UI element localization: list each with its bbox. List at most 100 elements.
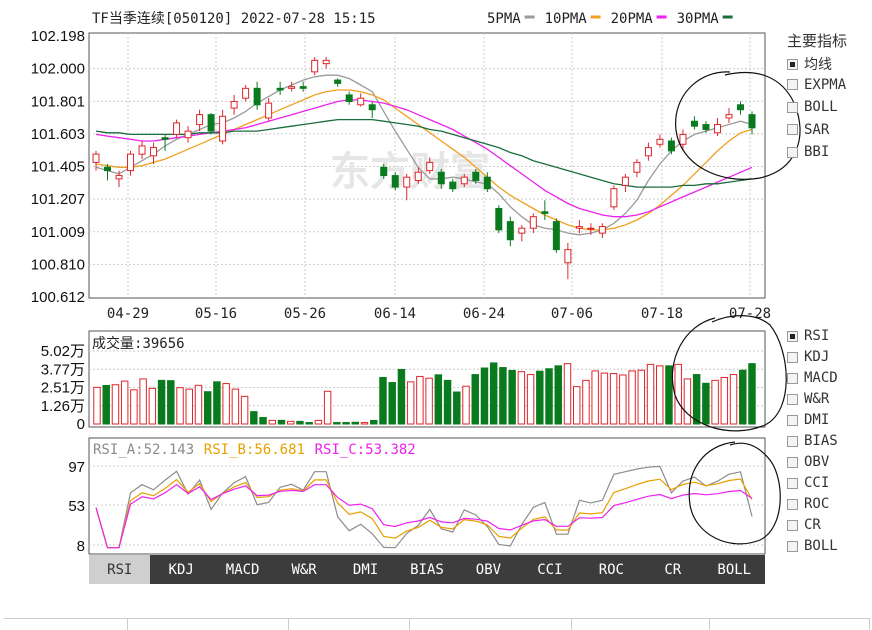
main-indicator-1[interactable]: EXPMA <box>787 77 846 93</box>
tab-rsi[interactable]: RSI <box>89 555 151 584</box>
checkbox[interactable] <box>787 435 798 447</box>
hand-circle-volume <box>671 315 787 432</box>
price-tick-label: 100.810 <box>31 256 85 273</box>
volume-bar <box>462 385 470 425</box>
volume-bar <box>185 388 193 425</box>
tab-macd[interactable]: MACD <box>225 561 260 578</box>
volume-bar <box>213 381 221 425</box>
checkbox[interactable] <box>787 351 798 363</box>
sub-indicator-roc[interactable]: ROC <box>787 496 829 512</box>
sub-indicator-rsi[interactable]: RSI <box>787 328 829 344</box>
volume-bar <box>554 365 562 425</box>
sub-indicator-macd[interactable]: MACD <box>787 370 838 386</box>
tab-wr[interactable]: W&R <box>291 561 317 578</box>
date-tick-label: 07-06 <box>551 306 593 322</box>
tab-dmi[interactable]: DMI <box>352 561 379 578</box>
checkbox[interactable] <box>787 146 798 158</box>
sub-indicator-cr[interactable]: CR <box>787 517 821 533</box>
candle-body <box>299 86 307 89</box>
sub-indicator-kdj[interactable]: KDJ <box>787 349 829 365</box>
tab-bias[interactable]: BIAS <box>410 561 444 578</box>
volume-bar <box>333 422 341 425</box>
candle-body <box>564 249 572 264</box>
candle <box>690 116 698 130</box>
main-indicator-4[interactable]: BBI <box>787 144 829 160</box>
checkbox[interactable] <box>787 498 798 510</box>
volume-bar <box>646 363 655 425</box>
sub-indicator-wr[interactable]: W&R <box>787 391 829 407</box>
hand-circle-rsi <box>688 441 781 545</box>
candle-body <box>196 114 204 126</box>
candle-body <box>460 176 468 185</box>
tab-boll[interactable]: BOLL <box>717 561 752 578</box>
candle-body <box>633 161 641 173</box>
sub-indicator-boll[interactable]: BOLL <box>787 538 838 554</box>
candle-body <box>345 94 353 102</box>
rsi-tick-label: 8 <box>77 538 85 555</box>
tab-kdj[interactable]: KDJ <box>168 561 194 578</box>
price-tick-label: 101.207 <box>31 191 85 208</box>
volume-bar <box>176 387 184 425</box>
main-indicator-2[interactable]: BOLL <box>787 99 838 115</box>
checkbox[interactable] <box>787 540 798 552</box>
sub-indicator-label: DMI <box>804 412 830 428</box>
candle <box>357 93 365 107</box>
candle <box>380 164 388 179</box>
sub-indicator-dmi[interactable]: DMI <box>787 412 829 428</box>
checkbox[interactable] <box>787 414 798 426</box>
candle <box>679 129 687 151</box>
main-indicator-3[interactable]: SAR <box>787 122 829 138</box>
volume-bar <box>582 379 590 425</box>
candle <box>656 134 664 148</box>
candle <box>495 205 503 234</box>
checkbox[interactable] <box>787 58 798 70</box>
checkbox[interactable] <box>787 393 798 405</box>
volume-bar <box>489 362 498 425</box>
checkbox[interactable] <box>787 477 798 489</box>
candle-body <box>541 211 549 214</box>
checkbox[interactable] <box>787 330 798 342</box>
candle <box>276 81 284 95</box>
tab-cci[interactable]: CCI <box>537 561 563 578</box>
candle-body <box>184 130 192 139</box>
sub-indicator-label: CCI <box>804 475 830 491</box>
candle <box>92 150 100 171</box>
volume-bar <box>93 386 101 425</box>
price-tick-label: 101.603 <box>31 126 85 143</box>
volume-bar <box>222 383 230 425</box>
ma-legend: 5PMA 10PMA 20PMA 30PMA <box>487 11 733 27</box>
price-tick-label: 102.000 <box>31 61 85 78</box>
sub-indicator-label: CR <box>804 517 821 533</box>
candle-body <box>598 226 606 234</box>
candle <box>621 173 629 193</box>
main-indicator-label: EXPMA <box>804 76 847 93</box>
volume-bar <box>360 422 369 425</box>
sub-indicator-bias[interactable]: BIAS <box>787 433 838 449</box>
candle <box>265 98 273 122</box>
candle-body <box>610 188 618 208</box>
checkbox[interactable] <box>787 372 798 384</box>
rsi-label: RSI_C:53.382 <box>315 442 416 458</box>
tab-obv[interactable]: OBV <box>475 561 502 578</box>
volume-bar <box>619 374 627 425</box>
sub-indicator-obv[interactable]: OBV <box>787 454 829 470</box>
main-indicator-0[interactable]: 均线 <box>787 54 832 74</box>
volume-bar <box>471 374 479 425</box>
checkbox[interactable] <box>787 79 798 90</box>
volume-bar <box>102 384 110 425</box>
checkbox[interactable] <box>787 519 798 531</box>
checkbox[interactable] <box>787 124 798 135</box>
tab-roc[interactable]: ROC <box>598 561 624 578</box>
volume-bar <box>526 374 535 425</box>
candle-body <box>449 181 457 190</box>
checkbox[interactable] <box>787 456 798 468</box>
tab-cr[interactable]: CR <box>664 561 682 578</box>
candle-body <box>725 114 733 119</box>
date-tick-label: 05-26 <box>284 306 326 322</box>
sub-indicator-cci[interactable]: CCI <box>787 475 829 491</box>
price-tick-label: 101.009 <box>31 224 85 241</box>
candle <box>610 185 618 211</box>
candle-body <box>334 79 342 84</box>
candle-body <box>207 114 215 132</box>
checkbox[interactable] <box>787 101 798 113</box>
